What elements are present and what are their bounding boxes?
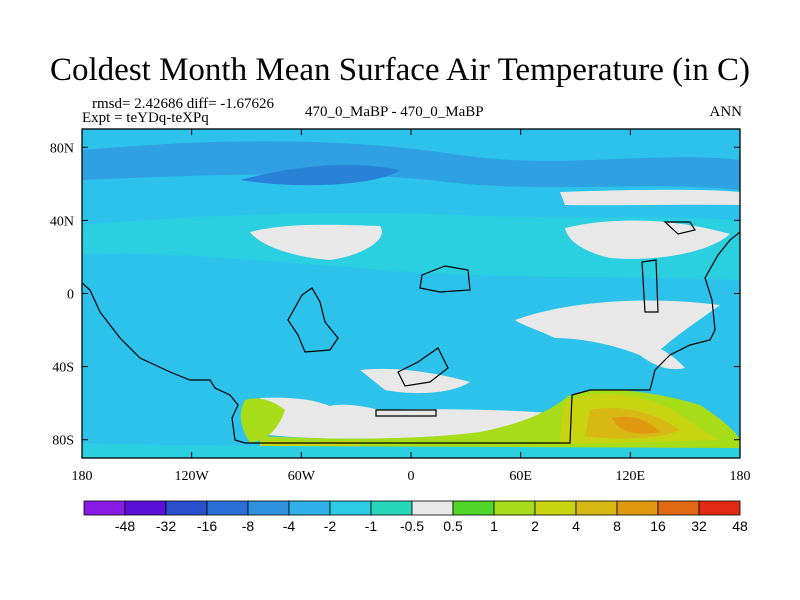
x-tick-label: 180 bbox=[730, 469, 751, 484]
colorbar-box bbox=[247, 500, 290, 516]
axes: 180 120W 60W 0 60E 120E 180 80N 40N 0 40S 80S bbox=[50, 129, 751, 484]
x-tick-label: 0 bbox=[408, 469, 415, 484]
colorbar-box bbox=[534, 500, 577, 516]
colorbar-box bbox=[452, 500, 495, 516]
y-tick-label: 80S bbox=[52, 434, 74, 449]
neutral-region-indian bbox=[515, 300, 720, 360]
colorbar-label: -0.5 bbox=[400, 518, 424, 534]
y-tick-label: 40S bbox=[52, 361, 74, 376]
colorbar-label: 32 bbox=[691, 518, 707, 534]
continent-outlines bbox=[82, 221, 740, 444]
stats-label: rmsd= 2.42686 diff= -1.67626 bbox=[92, 96, 275, 112]
cold-band-north bbox=[82, 141, 740, 190]
colorbar-box bbox=[124, 500, 167, 516]
colorbar-box bbox=[493, 500, 536, 516]
x-tick-label: 180 bbox=[72, 469, 93, 484]
colorbar-label: 1 bbox=[490, 518, 498, 534]
warm-region-4 bbox=[612, 416, 660, 434]
y-tick-label: 0 bbox=[67, 288, 74, 303]
y-tick-label: 80N bbox=[50, 141, 74, 156]
colorbar-box bbox=[370, 500, 413, 516]
colorbar-box bbox=[165, 500, 208, 516]
colorbar-label: 48 bbox=[732, 518, 748, 534]
colorbar-label: -4 bbox=[283, 518, 296, 534]
x-tick-label: 120W bbox=[175, 469, 210, 484]
colorbar-label: 0.5 bbox=[443, 518, 463, 534]
colorbar-label: -48 bbox=[115, 518, 135, 534]
y-tick-label: 40N bbox=[50, 214, 74, 229]
colorbar-label: -32 bbox=[156, 518, 176, 534]
neutral-region-asia bbox=[565, 220, 730, 259]
colorbar-box bbox=[83, 500, 126, 516]
cold-band-core bbox=[240, 164, 400, 186]
colorbar-label: -1 bbox=[365, 518, 378, 534]
colorbar-label: -2 bbox=[324, 518, 337, 534]
colorbar-box bbox=[329, 500, 372, 516]
colorbar-label: 16 bbox=[650, 518, 666, 534]
colorbar-box bbox=[206, 500, 249, 516]
experiment-diff-label: 470_0_MaBP - 470_0_MaBP bbox=[305, 104, 484, 120]
colorbar-box bbox=[657, 500, 700, 516]
experiment-label: Expt = teYDq-teXPq bbox=[82, 110, 209, 126]
colorbar-box bbox=[288, 500, 331, 516]
x-tick-label: 60E bbox=[509, 469, 532, 484]
neutral-region-east bbox=[628, 343, 685, 370]
colorbar-label: 8 bbox=[613, 518, 621, 534]
colorbar-box bbox=[616, 500, 659, 516]
polar-band-south bbox=[82, 443, 740, 458]
colorbar-label: -8 bbox=[242, 518, 255, 534]
colorbar-label: -16 bbox=[197, 518, 217, 534]
x-tick-label: 120E bbox=[616, 469, 646, 484]
colorbar-label: 4 bbox=[572, 518, 580, 534]
heatmap-field bbox=[82, 129, 740, 458]
neutral-region-south-atlantic bbox=[360, 368, 470, 394]
neutral-region-atlantic bbox=[250, 224, 382, 260]
neutral-region-north-band bbox=[560, 189, 740, 206]
warm-region-west bbox=[240, 398, 285, 443]
warm-region-5 bbox=[260, 440, 360, 448]
colorbar-box bbox=[575, 500, 618, 516]
season-label: ANN bbox=[709, 104, 743, 120]
colorbar: -48 -32 -16 -8 -4 -2 -1 -0.5 0.5 1 2 4 8 16 32 48 bbox=[83, 500, 748, 534]
chart-title: Coldest Month Mean Surface Air Temperatu… bbox=[50, 52, 750, 88]
colorbar-box bbox=[411, 500, 454, 516]
neutral-region-antarctic bbox=[253, 397, 560, 439]
x-tick-label: 60W bbox=[288, 469, 316, 484]
colorbar-label: 2 bbox=[531, 518, 539, 534]
colorbar-box bbox=[698, 500, 741, 516]
